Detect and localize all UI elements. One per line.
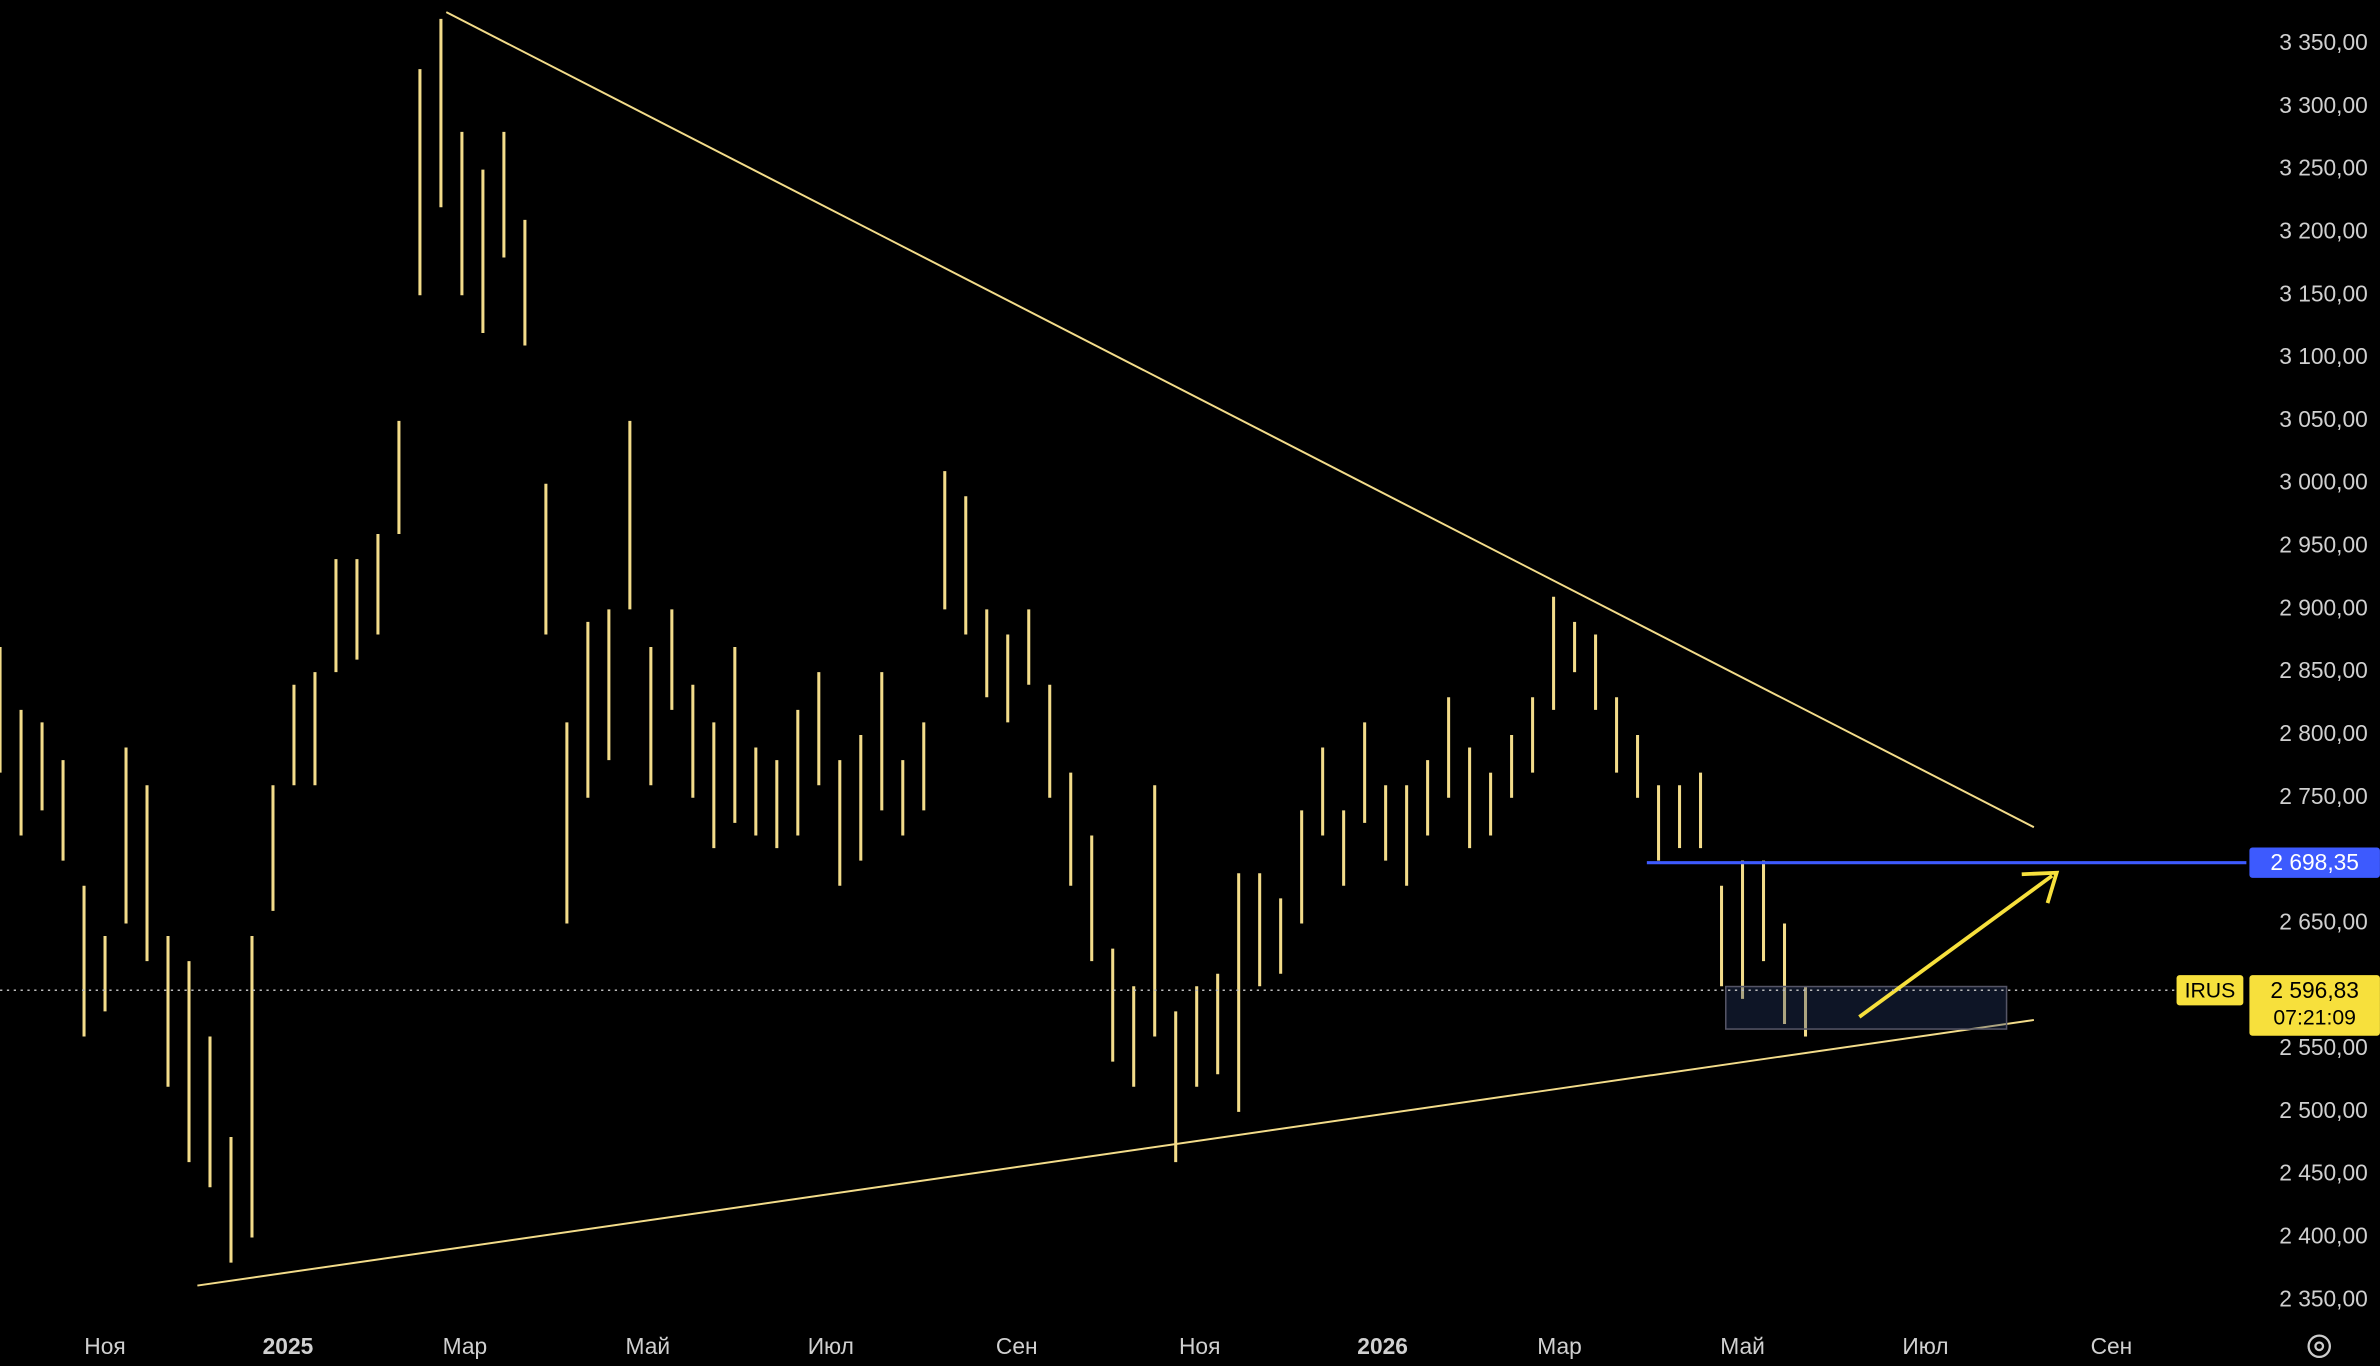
x-tick-label: Мар — [1537, 1333, 1582, 1359]
x-tick-label: Сен — [996, 1333, 1038, 1359]
arrow-head — [2021, 870, 2060, 904]
y-tick-label: 3 300,00 — [2279, 92, 2368, 118]
y-tick-label: 3 350,00 — [2279, 29, 2368, 55]
y-tick-label: 3 250,00 — [2279, 155, 2368, 181]
x-tick-label: Ноя — [1179, 1333, 1220, 1359]
y-tick-label: 3 050,00 — [2279, 406, 2368, 432]
y-tick-label: 2 350,00 — [2279, 1285, 2368, 1311]
y-tick-label: 3 000,00 — [2279, 469, 2368, 495]
arrow-line — [1858, 874, 2054, 1019]
price-bars — [0, 18, 1808, 1263]
symbol-label: IRUS — [2185, 978, 2236, 1002]
y-tick-label: 2 850,00 — [2279, 657, 2368, 683]
y-tick-label: 2 750,00 — [2279, 783, 2368, 809]
level-tag — [2249, 847, 2380, 878]
zone-box — [1725, 985, 2008, 1030]
y-tick-label: 2 550,00 — [2279, 1034, 2368, 1060]
y-tick-label: 2 900,00 — [2279, 594, 2368, 620]
x-tick-label: Июл — [808, 1333, 854, 1359]
x-tick-label: Мар — [443, 1333, 488, 1359]
settings-icon[interactable] — [2307, 1334, 2331, 1359]
y-tick-label: 3 150,00 — [2279, 280, 2368, 306]
y-tick-label: 3 100,00 — [2279, 343, 2368, 369]
x-tick-label: Май — [1720, 1333, 1765, 1359]
trendline-lower — [197, 1018, 2035, 1287]
x-tick-label: Май — [626, 1333, 671, 1359]
price-tag — [2249, 975, 2380, 1036]
y-tick-label: 2 500,00 — [2279, 1097, 2368, 1123]
y-tick-label: 2 400,00 — [2279, 1223, 2368, 1249]
y-tick-label: 2 450,00 — [2279, 1160, 2368, 1186]
x-tick-label: Ноя — [84, 1333, 125, 1359]
y-tick-label: 2 950,00 — [2279, 532, 2368, 558]
overlay: 2 350,00 2 400,00 2 450,00 2 500,00 2 550,00… — [0, 29, 2380, 1359]
countdown-label: 07:21:09 — [2273, 1006, 2356, 1030]
y-tick-label: 2 650,00 — [2279, 908, 2368, 934]
y-tick-label: 3 200,00 — [2279, 217, 2368, 243]
x-tick-label: 2026 — [1357, 1333, 1408, 1359]
level-label: 2 698,35 — [2270, 849, 2359, 875]
last-price-label: 2 596,83 — [2270, 977, 2359, 1003]
symbol-tag — [2176, 975, 2244, 1006]
trendline-upper — [445, 11, 2035, 829]
x-tick-label: Сен — [2091, 1333, 2133, 1359]
y-tick-label: 2 800,00 — [2279, 720, 2368, 746]
x-tick-label: 2025 — [263, 1333, 314, 1359]
x-tick-label: Июл — [1902, 1333, 1948, 1359]
